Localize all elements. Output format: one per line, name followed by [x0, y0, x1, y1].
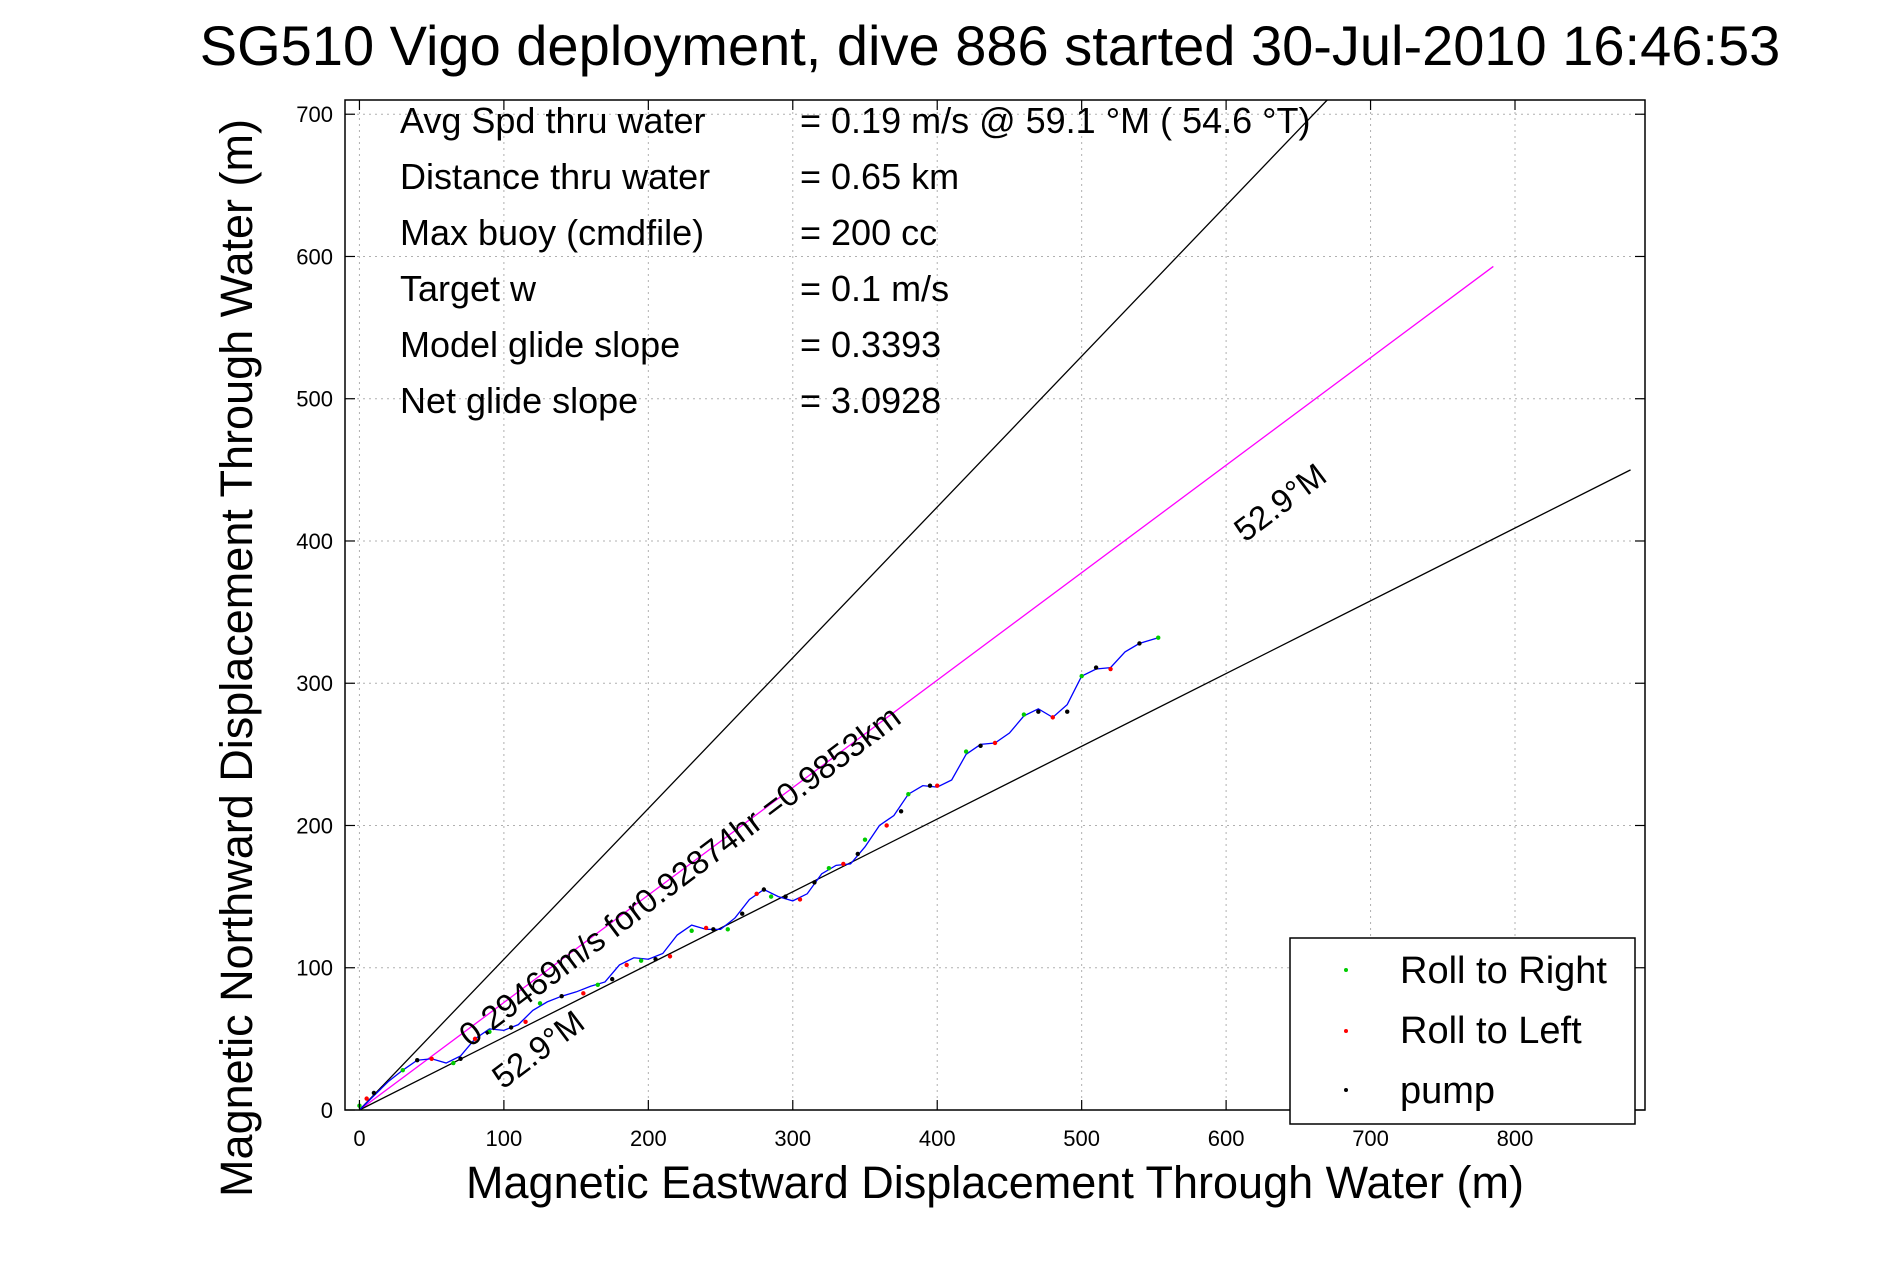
point-pump	[610, 976, 615, 982]
point-pump	[415, 1058, 420, 1063]
info-value-distance: = 0.65 km	[800, 156, 959, 197]
legend-marker-pump	[1344, 1088, 1348, 1092]
y-tick-label: 400	[296, 529, 333, 554]
point-pump	[855, 851, 860, 857]
point-roll-to-left	[624, 962, 629, 968]
point-roll-to-left	[754, 891, 759, 896]
point-roll-to-left	[884, 823, 889, 828]
point-roll-to-left	[797, 897, 803, 902]
x-tick-label: 300	[774, 1126, 811, 1151]
point-roll-to-right	[906, 791, 911, 797]
point-roll-to-right	[689, 928, 694, 933]
info-value-net-glide: = 3.0928	[800, 380, 941, 421]
point-pump	[740, 911, 745, 916]
legend-label-pump: pump	[1400, 1070, 1495, 1112]
x-tick-label: 0	[353, 1126, 365, 1151]
point-roll-to-left	[667, 954, 673, 959]
point-roll-to-left	[472, 1036, 478, 1042]
point-roll-to-right	[963, 749, 969, 754]
point-roll-to-right	[451, 1060, 456, 1066]
legend-marker-roll-left	[1344, 1029, 1348, 1033]
point-pump	[927, 783, 933, 788]
point-pump	[711, 927, 716, 932]
point-pump	[371, 1090, 377, 1096]
point-roll-to-right	[1079, 673, 1084, 679]
x-tick-label: 200	[630, 1126, 667, 1151]
point-pump	[508, 1025, 514, 1030]
plot-frame	[344, 99, 1646, 1111]
info-value-target-w: = 0.1 m/s	[800, 268, 949, 309]
info-label-distance: Distance thru water	[400, 156, 710, 197]
y-tick-label: 200	[296, 813, 333, 838]
point-roll-to-right	[400, 1067, 405, 1073]
x-tick-label: 400	[919, 1126, 956, 1151]
point-roll-to-right	[487, 1029, 492, 1034]
legend-marker-roll-right	[1344, 968, 1348, 972]
point-pump	[458, 1056, 463, 1061]
point-pump	[559, 993, 564, 999]
point-roll-to-left	[581, 991, 586, 996]
info-label-model-glide: Model glide slope	[400, 324, 680, 365]
point-pump	[653, 957, 658, 962]
point-roll-to-left	[429, 1056, 434, 1061]
point-pump	[783, 894, 788, 899]
y-tick-label: 0	[321, 1098, 333, 1123]
point-pump	[812, 880, 817, 885]
point-roll-to-left	[523, 1019, 528, 1025]
legend-label-roll-right: Roll to Right	[1400, 950, 1607, 992]
info-label-max-buoy: Max buoy (cmdfile)	[400, 212, 704, 253]
point-roll-to-left	[841, 861, 846, 867]
point-roll-to-right	[595, 982, 600, 988]
info-label-avg-speed: Avg Spd thru water	[400, 100, 706, 141]
x-tick-label: 700	[1352, 1126, 1389, 1151]
point-roll-to-left	[935, 783, 940, 788]
y-tick-label: 500	[296, 387, 333, 412]
point-pump	[1137, 641, 1142, 646]
point-roll-to-right	[1021, 712, 1027, 717]
info-value-avg-speed: = 0.19 m/s @ 59.1 °M ( 54.6 °T)	[800, 100, 1311, 141]
point-roll-to-right	[862, 837, 868, 842]
x-axis-label: Magnetic Eastward Displacement Through W…	[466, 1157, 1524, 1208]
point-pump	[1065, 709, 1070, 714]
info-label-target-w: Target w	[400, 268, 537, 309]
x-tick-label: 600	[1208, 1126, 1245, 1151]
point-roll-to-left	[364, 1096, 369, 1101]
info-value-model-glide: = 0.3393	[800, 324, 941, 365]
reference-line-2	[359, 469, 1631, 1111]
point-roll-to-left	[1050, 715, 1055, 720]
point-pump	[898, 809, 904, 814]
chart-title: SG510 Vigo deployment, dive 886 started …	[200, 14, 1781, 77]
point-roll-to-right	[1156, 635, 1161, 640]
x-tick-label: 100	[486, 1126, 523, 1151]
point-roll-to-left	[992, 740, 998, 746]
x-tick-label: 800	[1497, 1126, 1534, 1151]
y-axis-label: Magnetic Northward Displacement Through …	[211, 119, 262, 1197]
point-pump	[1036, 709, 1041, 714]
y-axis-ticks: 0 100 200 300 400 500 600 700	[296, 102, 1645, 1123]
point-roll-to-right	[638, 958, 644, 963]
point-pump	[1093, 665, 1099, 670]
point-roll-to-left	[703, 925, 709, 931]
point-pump	[978, 743, 983, 749]
x-tick-label: 500	[1063, 1126, 1100, 1151]
reference-lines	[358, 99, 1631, 1111]
point-roll-to-right	[537, 1001, 543, 1006]
reference-line-0	[358, 99, 1328, 1111]
y-tick-label: 300	[296, 671, 333, 696]
y-tick-label: 600	[296, 244, 333, 269]
legend: Roll to Right Roll to Left pump	[1289, 937, 1636, 1125]
legend-label-roll-left: Roll to Left	[1400, 1010, 1582, 1052]
point-roll-to-right	[826, 865, 832, 871]
point-pump	[761, 887, 767, 892]
reference-line-1	[359, 265, 1494, 1111]
y-tick-label: 100	[296, 956, 333, 981]
info-value-max-buoy: = 200 cc	[800, 212, 937, 253]
y-tick-label: 700	[296, 102, 333, 127]
point-roll-to-left	[1108, 666, 1113, 672]
info-block: Avg Spd thru water = 0.19 m/s @ 59.1 °M …	[400, 100, 1311, 421]
point-roll-to-right	[768, 894, 774, 899]
point-roll-to-right	[725, 927, 730, 932]
info-label-net-glide: Net glide slope	[400, 380, 638, 421]
